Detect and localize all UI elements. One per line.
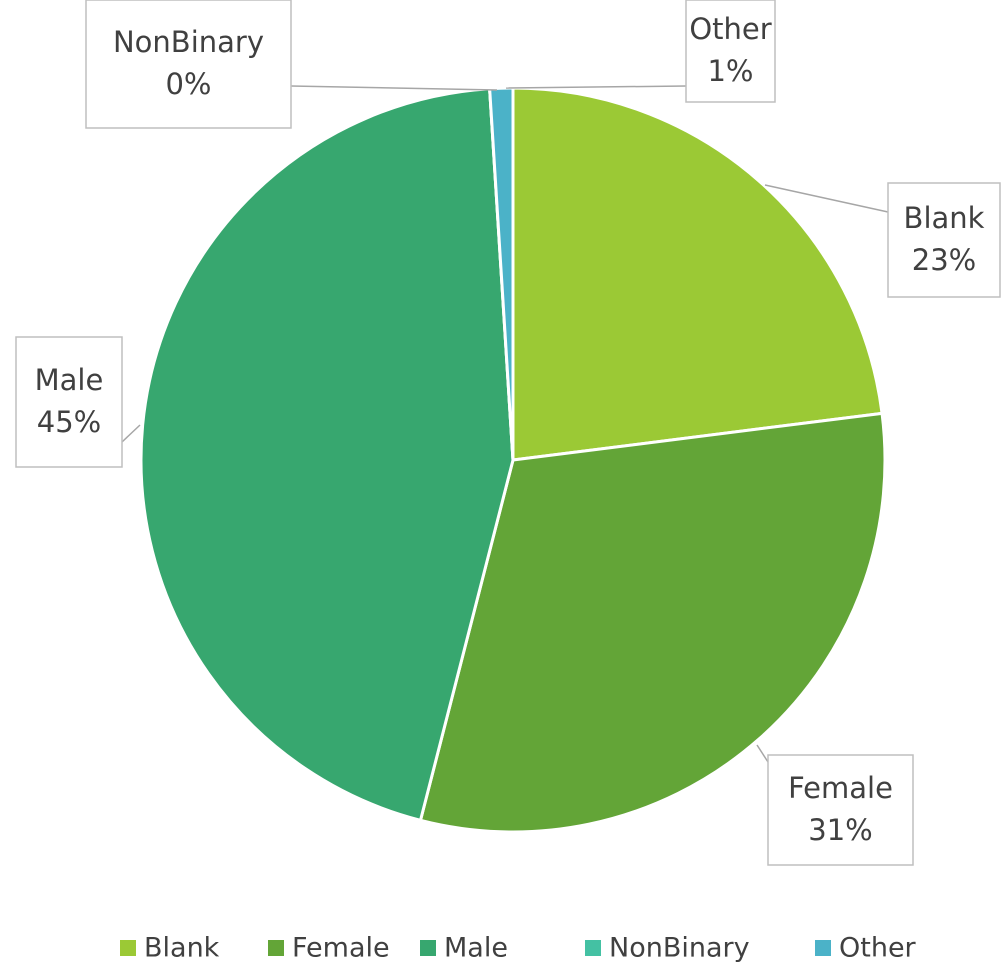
label-box: [887, 182, 1001, 298]
legend-label: Other: [839, 933, 917, 964]
legend-swatch: [268, 940, 284, 956]
legend-label: Blank: [144, 933, 220, 964]
data-label-value: 1%: [707, 54, 753, 88]
legend-swatch: [120, 940, 136, 956]
legend-label: NonBinary: [609, 933, 750, 964]
legend-swatch: [585, 940, 601, 956]
legend-swatch: [420, 940, 436, 956]
data-label-name: Blank: [904, 201, 985, 235]
leader-line: [756, 744, 769, 763]
label-box: [85, 0, 292, 129]
data-label-value: 31%: [808, 813, 872, 847]
data-label-name: Female: [788, 771, 893, 805]
data-label-value: 0%: [165, 67, 211, 101]
data-label-name: Other: [689, 12, 771, 46]
legend-label: Male: [444, 933, 508, 964]
pie-slice: [418, 411, 887, 834]
leader-line: [121, 424, 141, 443]
leader-line: [505, 85, 687, 89]
leader-line: [764, 184, 889, 213]
data-label-name: NonBinary: [113, 25, 264, 59]
pie-slice: [511, 86, 884, 462]
legend-swatch: [815, 940, 831, 956]
data-label-value: 23%: [912, 243, 976, 277]
leader-line: [290, 85, 498, 91]
legend-label: Female: [292, 933, 390, 964]
label-box: [685, 0, 776, 103]
label-box: [767, 754, 914, 866]
data-label-value: 45%: [37, 405, 101, 439]
data-label-name: Male: [35, 363, 104, 397]
label-box: [15, 336, 123, 468]
pie-slice: [139, 87, 515, 822]
